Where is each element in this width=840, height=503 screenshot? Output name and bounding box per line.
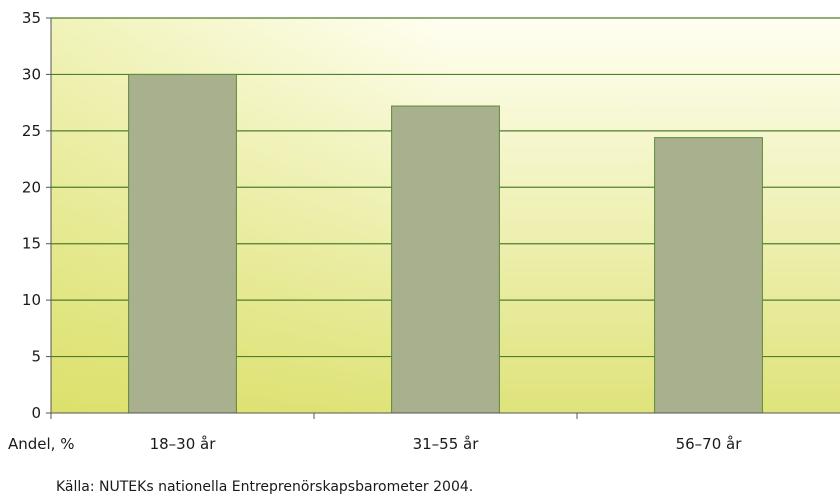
y-tick-label-30: 30 — [22, 65, 41, 83]
y-tick-label-25: 25 — [22, 122, 41, 140]
x-tick-label-2: 31–55 år — [413, 435, 480, 453]
x-tick-label-3: 56–70 år — [676, 435, 743, 453]
y-tick-label-35: 35 — [22, 9, 41, 27]
bar-1 — [128, 73, 237, 414]
x-tick-label-1: 18–30 år — [150, 435, 217, 453]
y-tick-label-5: 5 — [31, 348, 41, 366]
source-note: Källa: NUTEKs nationella Entreprenörskap… — [56, 479, 473, 495]
y-tick-label-20: 20 — [22, 178, 41, 196]
bar-2 — [391, 105, 500, 414]
bar-3 — [654, 137, 763, 414]
y-axis-label: Andel, % — [8, 435, 74, 453]
y-tick-label-10: 10 — [22, 291, 41, 309]
y-tick-label-0: 0 — [31, 404, 41, 422]
y-tick-label-15: 15 — [22, 235, 41, 253]
